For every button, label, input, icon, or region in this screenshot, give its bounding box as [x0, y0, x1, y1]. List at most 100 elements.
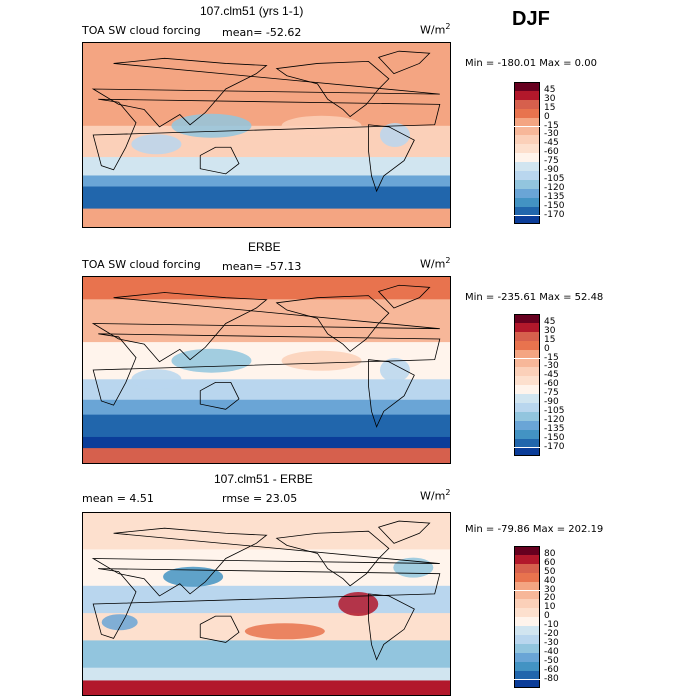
colorbar-label: 40	[544, 575, 556, 586]
colorbar-label: 15	[544, 102, 556, 113]
colorbar-label: -150	[544, 200, 565, 211]
continent-outline	[275, 295, 390, 352]
colorbar-swatch	[514, 340, 540, 350]
map-blob	[131, 134, 182, 155]
panel1-colorbar: 45 30 15 0 -15 -30 -45 -60 -75 -90 -105 -120 -135 -15…	[514, 82, 594, 228]
continent-outline	[377, 520, 431, 544]
map-band	[83, 43, 450, 67]
colorbar-label: -75	[544, 156, 559, 167]
panel3-left-label: mean = 4.51	[82, 492, 154, 505]
map-blob	[101, 614, 138, 631]
colorbar-swatch	[514, 188, 540, 198]
colorbar-swatch	[514, 206, 540, 216]
map-blob	[163, 566, 224, 587]
continent-outline	[92, 568, 441, 639]
colorbar-label: -150	[544, 432, 565, 443]
colorbar-label: -30	[544, 129, 559, 140]
colorbar-swatch	[514, 135, 540, 145]
panel2-colorbar: 45 30 15 0 -15 -30 -45 -60 -75 -90 -105 -120 -135 -15…	[514, 314, 594, 460]
map-blob	[171, 348, 252, 373]
colorbar-label: 0	[544, 611, 550, 622]
colorbar-swatch	[514, 429, 540, 439]
map-band	[83, 65, 450, 127]
colorbar-label: -60	[544, 664, 559, 675]
map-band	[83, 277, 450, 301]
colorbar-swatch	[514, 608, 540, 618]
colorbar-label: -15	[544, 352, 559, 363]
colorbar-label: -120	[544, 182, 565, 193]
continent-outline	[199, 146, 240, 175]
colorbar-label: -105	[544, 405, 565, 416]
colorbar-label: -15	[544, 120, 559, 131]
colorbar-swatch	[514, 643, 540, 653]
colorbar-swatch	[514, 652, 540, 662]
colorbar-swatch	[514, 670, 540, 680]
colorbar-label: 45	[544, 84, 556, 95]
panel3-units: W/m2	[420, 488, 451, 503]
map-blob	[379, 358, 410, 382]
colorbar-label: 10	[544, 602, 556, 613]
colorbar-swatch	[514, 554, 540, 564]
map-band	[83, 186, 450, 210]
panel3-stat: rmse = 23.05	[222, 492, 298, 505]
colorbar-label: -135	[544, 423, 565, 434]
colorbar-swatch	[514, 358, 540, 368]
continent-outline	[199, 615, 240, 643]
panel2-stat: mean= -57.13	[222, 260, 302, 273]
colorbar-swatch	[514, 171, 540, 180]
map-band	[83, 680, 450, 695]
continent-outline	[368, 593, 415, 661]
colorbar-swatch	[514, 679, 540, 689]
colorbar-swatch	[514, 82, 540, 91]
colorbar-label: -30	[544, 637, 559, 648]
colorbar-label: -45	[544, 370, 559, 381]
colorbar-label: -75	[544, 388, 559, 399]
continent-outline	[91, 527, 440, 597]
colorbar-label: 20	[544, 593, 556, 604]
colorbar-swatch	[514, 126, 540, 136]
colorbar-label: -60	[544, 147, 559, 158]
colorbar-swatch	[514, 349, 540, 359]
colorbar-swatch	[514, 411, 540, 421]
colorbar-swatch	[514, 108, 540, 118]
panel2-minmax: Min = -235.61 Max = 52.48	[465, 292, 604, 303]
map-band	[83, 667, 450, 682]
panel3-title: 107.clm51 - ERBE	[214, 472, 313, 486]
colorbar-swatch	[514, 403, 540, 412]
colorbar-label: -170	[544, 209, 565, 220]
colorbar-swatch	[514, 599, 540, 609]
colorbar-label: -90	[544, 165, 559, 175]
colorbar-label: -170	[544, 441, 565, 452]
map-band	[83, 175, 450, 188]
continent-outline	[377, 284, 431, 309]
colorbar-label: -80	[544, 673, 559, 684]
map-blob	[281, 350, 362, 371]
colorbar-swatch	[514, 626, 540, 635]
continent-outline	[92, 333, 441, 406]
continent-outline	[377, 50, 431, 75]
panel3-map	[82, 512, 451, 696]
map-band	[83, 448, 450, 463]
colorbar-label: 80	[544, 548, 556, 559]
continent-outline	[91, 57, 440, 128]
colorbar-swatch	[514, 90, 540, 100]
colorbar-swatch	[514, 314, 540, 323]
panel1-title: 107.clm51 (yrs 1-1)	[200, 4, 304, 18]
colorbar-swatch	[514, 367, 540, 377]
colorbar-label: 15	[544, 334, 556, 345]
map-band	[83, 640, 450, 669]
colorbar-swatch	[514, 635, 540, 644]
colorbar-label: -60	[544, 379, 559, 390]
panel2-left-label: TOA SW cloud forcing	[82, 258, 201, 271]
colorbar-swatch	[514, 197, 540, 207]
continent-outline	[275, 60, 390, 118]
colorbar-swatch	[514, 322, 540, 332]
map-band	[83, 513, 450, 551]
panel1-map	[82, 42, 451, 228]
panel2-title: ERBE	[248, 240, 281, 254]
continent-outline	[275, 530, 390, 587]
colorbar-label: -20	[544, 629, 559, 639]
colorbar-swatch	[514, 617, 540, 627]
colorbar-label: 0	[544, 343, 550, 354]
panel1-left-label: TOA SW cloud forcing	[82, 24, 201, 37]
